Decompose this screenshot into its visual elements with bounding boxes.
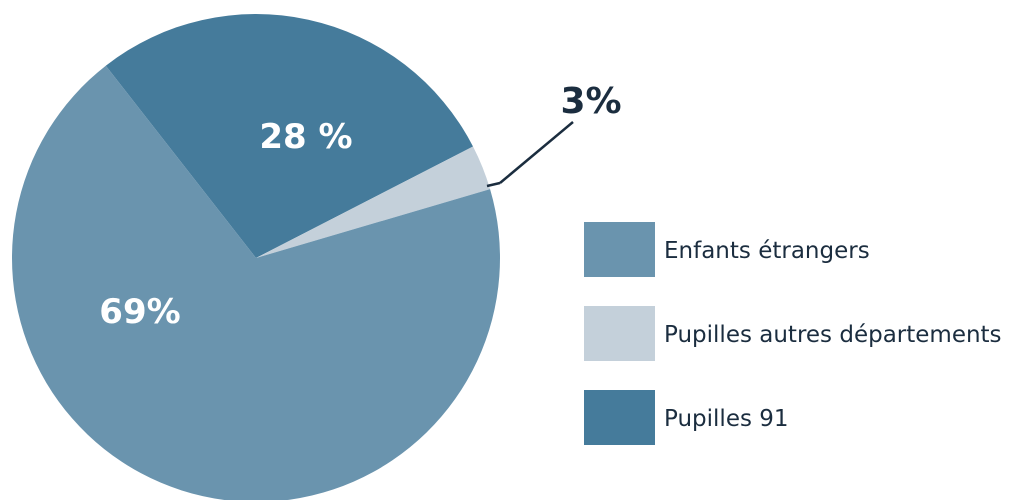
legend-swatch-pupilles-91 (584, 390, 655, 445)
legend-swatch-pupilles-autres-departements (584, 306, 655, 361)
pie-slices (12, 14, 500, 500)
legend-label-pupilles-autres-departements: Pupilles autres départements (664, 322, 1002, 348)
data-label-pupilles-91: 28 % (259, 117, 352, 157)
callout-leader-line (486, 181, 501, 188)
legend-swatch-enfants-etrangers (584, 222, 655, 277)
data-label-pupilles-autres-departements: 3% (560, 81, 621, 122)
legend-label-pupilles-91: Pupilles 91 (664, 406, 789, 432)
slice-pupilles-91 (105, 14, 474, 258)
legend: Enfants étrangers Pupilles autres départ… (584, 222, 1002, 445)
slice-pupilles-autres-departements (256, 146, 491, 258)
legend-label-enfants-etrangers: Enfants étrangers (664, 238, 870, 264)
slice-enfants-etrangers (12, 65, 500, 500)
data-label-enfants-etrangers: 69% (99, 292, 180, 332)
callout-leader-line-diagonal (499, 121, 574, 184)
